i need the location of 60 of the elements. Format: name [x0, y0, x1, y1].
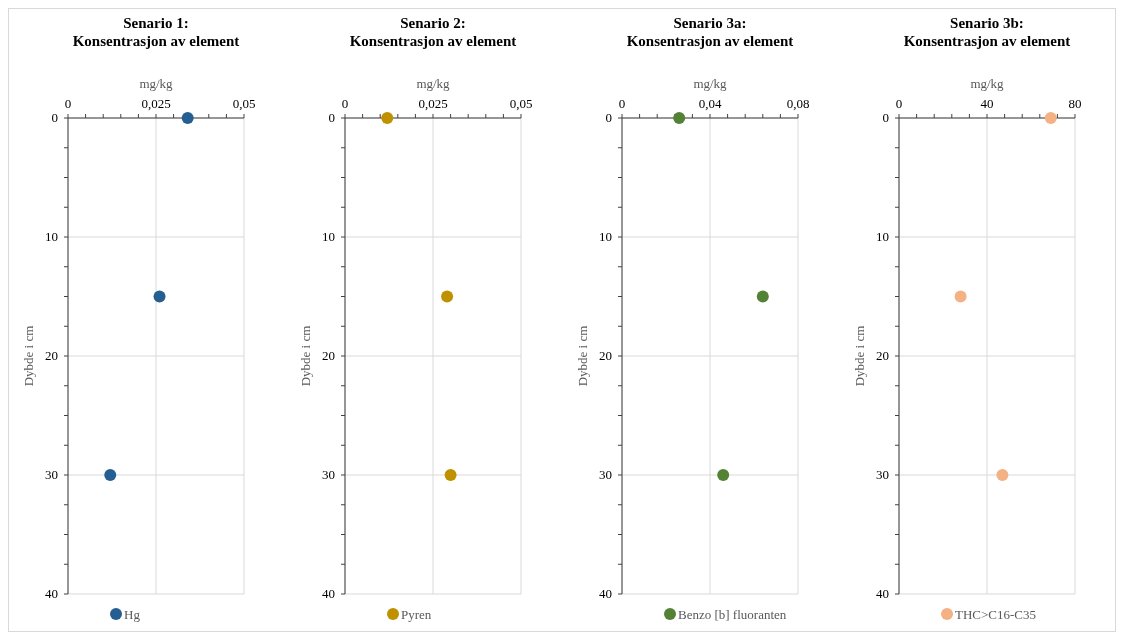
x-axis-title: mg/kg	[416, 76, 451, 91]
legend-label: Benzo [b] fluoranten	[678, 607, 787, 622]
y-tick-label: 20	[322, 348, 335, 363]
y-tick-label: 20	[45, 348, 58, 363]
y-axis-title: Dybde i cm	[852, 325, 867, 387]
legend-label: Hg	[124, 607, 141, 622]
x-tick-label: 80	[1068, 96, 1082, 111]
x-axis-title: mg/kg	[693, 76, 728, 91]
point	[717, 469, 730, 481]
chart-title: Senario 3b: Konsentrasjon av element	[903, 15, 1071, 49]
x-tick-label: 0	[341, 96, 349, 111]
x-axis-title: mg/kg	[139, 76, 174, 91]
point	[444, 469, 457, 481]
x-tick-label: 0	[64, 96, 72, 111]
x-tick-label: 0	[618, 96, 626, 111]
point	[1044, 112, 1057, 124]
y-tick-label: 40	[322, 586, 335, 601]
y-tick-label: 20	[599, 348, 612, 363]
y-tick-label: 0	[605, 110, 612, 125]
y-tick-label: 40	[876, 586, 889, 601]
y-tick-label: 10	[45, 229, 58, 244]
chart-title: Senario 2: Konsentrasjon av element	[349, 15, 517, 49]
chart-title: Senario 1: Konsentrasjon av element	[72, 15, 240, 49]
x-tick-label: 0	[895, 96, 903, 111]
y-tick-label: 30	[45, 467, 58, 482]
y-axis-title: Dybde i cm	[575, 325, 590, 387]
point	[381, 112, 394, 124]
legend-label: Pyren	[401, 607, 432, 622]
y-tick-label: 0	[882, 110, 889, 125]
legend-label: THC>C16-C35	[955, 607, 1037, 622]
y-axis-title: Dybde i cm	[298, 325, 313, 387]
x-tick-label: 0,05	[232, 96, 256, 111]
point	[756, 290, 769, 303]
point	[673, 112, 686, 124]
y-tick-label: 10	[322, 229, 335, 244]
y-tick-label: 10	[599, 229, 612, 244]
y-tick-label: 30	[876, 467, 889, 482]
y-tick-label: 0	[51, 110, 58, 125]
x-tick-label: 0,08	[786, 96, 810, 111]
point	[996, 469, 1009, 481]
y-tick-label: 30	[322, 467, 335, 482]
x-tick-label: 40	[980, 96, 994, 111]
y-tick-label: 10	[876, 229, 889, 244]
point	[104, 469, 117, 481]
y-tick-label: 20	[876, 348, 889, 363]
x-tick-label: 0,05	[509, 96, 533, 111]
point	[153, 290, 166, 303]
y-tick-label: 40	[45, 586, 58, 601]
x-tick-label: 0,04	[698, 96, 722, 111]
y-tick-label: 30	[599, 467, 612, 482]
chart-title: Senario 3a: Konsentrasjon av element	[626, 15, 794, 49]
y-tick-label: 40	[599, 586, 612, 601]
point	[954, 290, 967, 303]
point	[181, 112, 194, 124]
x-axis-title: mg/kg	[970, 76, 1005, 91]
x-tick-label: 0,025	[418, 96, 448, 111]
y-axis-title: Dybde i cm	[21, 325, 36, 387]
x-tick-label: 0,025	[141, 96, 171, 111]
point	[441, 290, 454, 303]
y-tick-label: 0	[328, 110, 335, 125]
